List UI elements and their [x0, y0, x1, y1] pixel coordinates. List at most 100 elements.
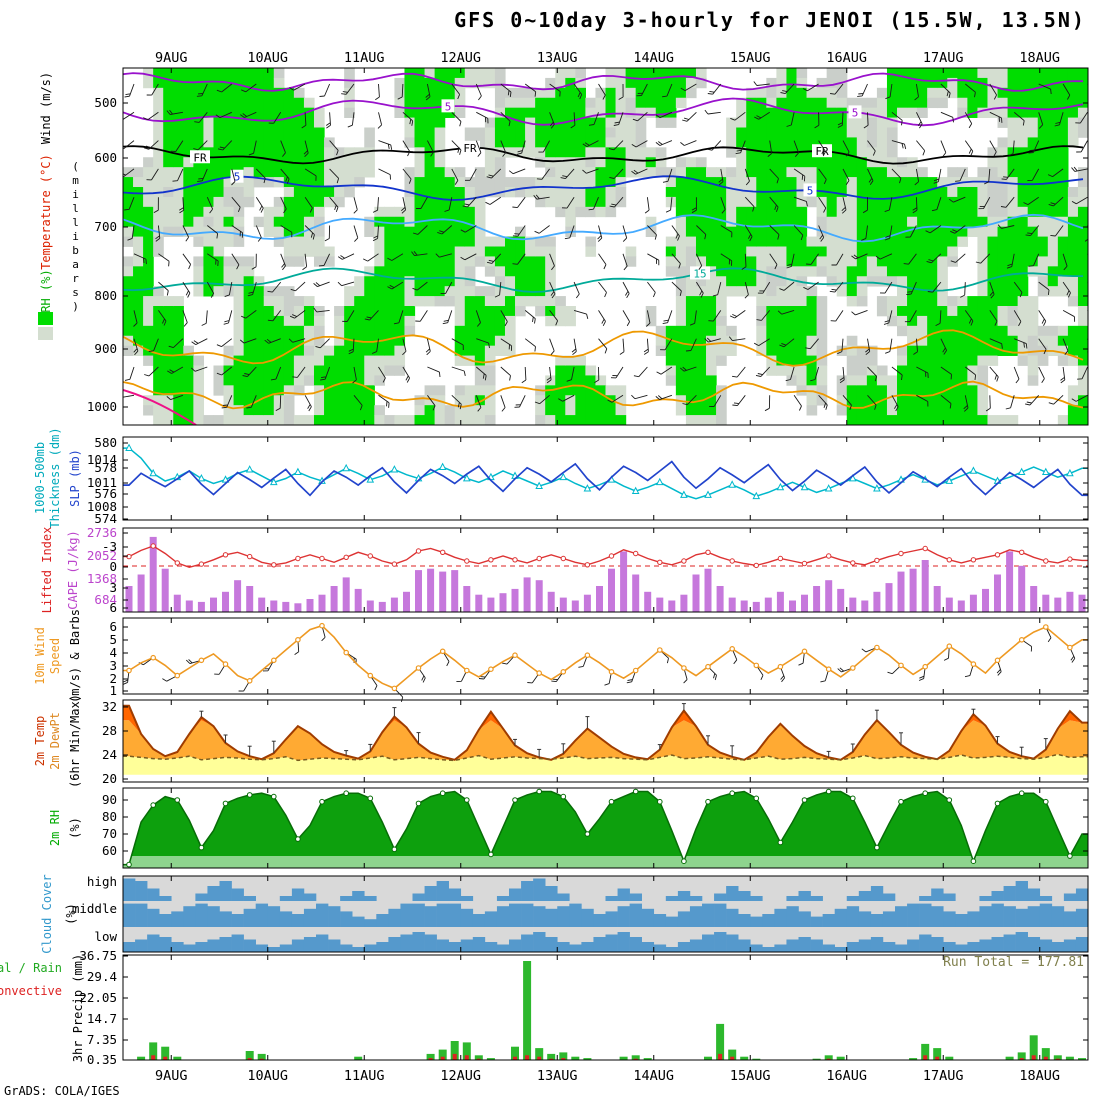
lifted-index-label: Lifted Index [40, 526, 54, 614]
dewpt2m-label: 2m DewPt [48, 712, 62, 770]
svg-text:700: 700 [94, 219, 117, 234]
upper-wind-barbs [123, 81, 1088, 412]
svg-text:9AUG: 9AUG [155, 50, 188, 66]
svg-text:578: 578 [94, 460, 117, 475]
cloud-cover-panel [123, 876, 1089, 952]
day-labels-top: 9AUG 10AUG 11AUG 12AUG 13AUG 14AUG 15AUG 16AUG 1… [155, 50, 1060, 66]
svg-text:28: 28 [102, 723, 117, 738]
cape-ticks: 2736 2052 1368 684 [87, 525, 1088, 607]
svg-text:14AUG: 14AUG [633, 1068, 674, 1084]
svg-text:574: 574 [94, 511, 117, 526]
svg-text:FR: FR [815, 145, 829, 158]
svg-text:3: 3 [109, 658, 117, 673]
svg-text:13AUG: 13AUG [537, 50, 578, 66]
cape-label: CAPE (J/kg) [66, 530, 80, 610]
svg-text:5: 5 [234, 171, 241, 184]
svg-text:684: 684 [94, 592, 117, 607]
thickness-label-2: Thickness (dm) [48, 427, 62, 529]
svg-text:15AUG: 15AUG [730, 50, 771, 66]
svg-text:5: 5 [807, 184, 814, 197]
svg-text:5: 5 [109, 632, 117, 647]
rh-units-label: RH (%) [39, 269, 53, 313]
temp2m-label: 2m Temp [33, 715, 47, 767]
svg-text:900: 900 [94, 341, 117, 356]
svg-text:22.05: 22.05 [79, 990, 117, 1005]
svg-text:11AUG: 11AUG [344, 1068, 385, 1084]
svg-text:18AUG: 18AUG [1019, 1068, 1060, 1084]
svg-text:90: 90 [102, 792, 117, 807]
svg-text:24: 24 [102, 747, 117, 762]
svg-text:12AUG: 12AUG [440, 50, 481, 66]
rh-legend-high-swatch [38, 312, 53, 325]
panel-frames [122, 67, 1089, 1061]
svg-text:3: 3 [109, 580, 117, 595]
svg-text:4: 4 [109, 645, 117, 660]
svg-text:11AUG: 11AUG [344, 50, 385, 66]
svg-text:2736: 2736 [87, 525, 117, 540]
svg-text:80: 80 [102, 809, 117, 824]
svg-text:13AUG: 13AUG [537, 1068, 578, 1084]
run-total-label: Run Total = 177.81 [943, 955, 1084, 970]
svg-text:17AUG: 17AUG [923, 1068, 964, 1084]
rh2m-label: 2m RH [48, 809, 62, 847]
svg-text:1008: 1008 [87, 499, 117, 514]
svg-text:FR: FR [463, 142, 477, 155]
li-ticks: -3 0 3 6 [102, 539, 1088, 615]
svg-text:15AUG: 15AUG [730, 1068, 771, 1084]
rh-ticks: 90 80 70 60 [102, 792, 1088, 858]
svg-text:2052: 2052 [87, 548, 117, 563]
svg-text:5: 5 [852, 106, 859, 119]
svg-text:29.4: 29.4 [87, 969, 117, 984]
svg-text:middle: middle [72, 901, 117, 916]
svg-text:6: 6 [109, 619, 117, 634]
svg-text:32: 32 [102, 699, 117, 714]
svg-text:10AUG: 10AUG [247, 50, 288, 66]
grads-credit: GrADS: COLA/IGES [4, 1084, 120, 1098]
precip-panel: Run Total = 177.81 [137, 955, 1086, 1060]
precip-convective-legend: Convective [0, 984, 62, 998]
wind10m-label-2: Speed [48, 637, 62, 675]
rh-legend-low-swatch [38, 327, 53, 340]
svg-text:-3: -3 [102, 539, 117, 554]
day-labels-bottom: 9AUG 10AUG 11AUG 12AUG 13AUG 14AUG 15AUG 16AUG 1… [155, 1068, 1060, 1084]
cape-li-panel [123, 536, 1088, 612]
precip-ticks: 36.75 29.4 22.05 14.7 7.35 0.35 [79, 948, 1088, 1067]
svg-text:low: low [94, 929, 117, 944]
svg-text:0.35: 0.35 [87, 1052, 117, 1067]
svg-text:16AUG: 16AUG [826, 1068, 867, 1084]
chart-title: GFS 0~10day 3-hourly for JENOI (15.5W, 1… [454, 8, 1086, 32]
rh-shading [123, 68, 1088, 425]
temp-ticks: 32 28 24 20 [102, 699, 1088, 786]
svg-text:60: 60 [102, 843, 117, 858]
precip-total-legend: Total / Rain [0, 961, 62, 975]
svg-text:FR: FR [193, 151, 207, 164]
svg-text:1000: 1000 [87, 399, 117, 414]
svg-text:800: 800 [94, 288, 117, 303]
wind-units-label: Wind (m/s) [39, 71, 53, 145]
svg-text:2: 2 [109, 671, 117, 686]
svg-text:6: 6 [109, 600, 117, 615]
svg-text:14.7: 14.7 [87, 1011, 117, 1026]
svg-text:16AUG: 16AUG [826, 50, 867, 66]
cloud-row-labels: high middle low [72, 874, 118, 944]
svg-text:1014: 1014 [87, 452, 117, 467]
thickness-label-1: 1000-500mb [33, 441, 47, 515]
svg-text:1: 1 [109, 683, 117, 698]
slp-thickness-panel [123, 443, 1088, 500]
temp-dew-panel [123, 703, 1088, 775]
svg-text:20: 20 [102, 771, 117, 786]
svg-text:580: 580 [94, 435, 117, 450]
cloud-cover-label: Cloud Cover [40, 874, 54, 954]
slp-ticks: 1014 1011 1008 [87, 452, 1088, 514]
svg-text:10AUG: 10AUG [247, 1068, 288, 1084]
svg-text:0: 0 [109, 559, 117, 574]
svg-text:15: 15 [693, 267, 706, 280]
thickness-ticks: 580 578 576 574 [94, 435, 1088, 526]
wind10m-units-label: (m/s) & Barbs [68, 609, 82, 703]
cloud-units-label: (%) [64, 903, 78, 925]
slp-label: SLP (mb) [68, 449, 82, 507]
svg-text:1368: 1368 [87, 571, 117, 586]
